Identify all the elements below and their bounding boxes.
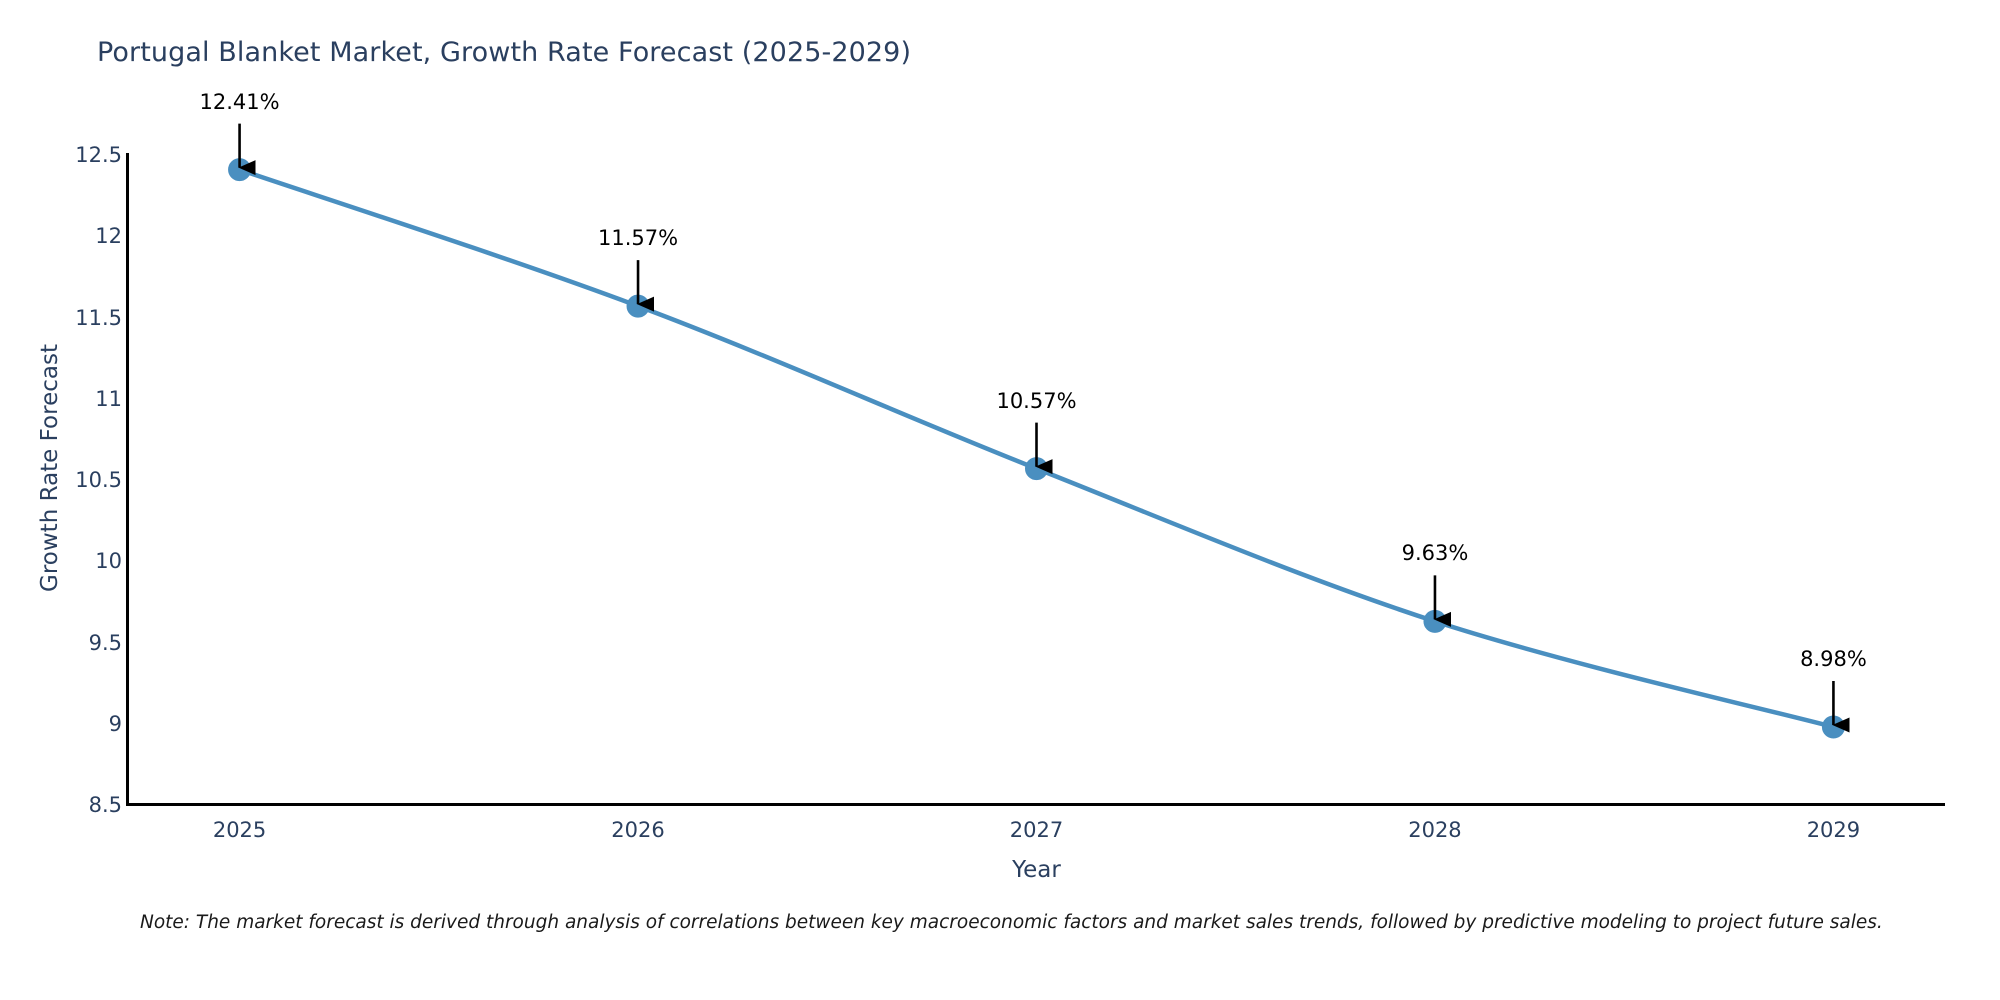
y-axis-tick-label: 12.5 [75, 143, 122, 167]
x-axis-tick-label: 2026 [611, 818, 665, 842]
y-axis-tick-label: 10 [95, 549, 122, 574]
data-point-annotation: 10.57% [996, 388, 1077, 413]
x-axis-line [126, 803, 1945, 806]
annotation-arrows [238, 123, 1850, 733]
y-axis-tick-label: 12 [95, 224, 122, 249]
y-axis-tick-label: 10.5 [75, 468, 122, 492]
data-point-annotation: 12.41% [199, 89, 280, 114]
x-axis-title: Year [1012, 857, 1061, 883]
data-point-annotation: 9.63% [1401, 541, 1469, 566]
x-axis-tick-label: 2025 [212, 818, 267, 842]
data-point-annotation: 8.98% [1800, 647, 1867, 671]
plot-area [128, 123, 1945, 805]
x-axis-tick-label: 2029 [1806, 818, 1861, 842]
y-axis-tick-label: 11.5 [75, 305, 122, 330]
y-axis-tick-labels: 8.5 9 9.5 10 10.5 11 11.5 12 12.5 [0, 0, 122, 1000]
x-axis-tick-label: 2028 [1408, 818, 1462, 842]
data-point-annotation: 11.57% [597, 226, 679, 251]
plot-svg [228, 123, 1850, 739]
y-axis-tick-label: 8.5 [88, 793, 122, 817]
y-axis-line [126, 153, 129, 806]
x-axis-tick-label: 2027 [1009, 818, 1064, 842]
footer-note: Note: The market forecast is derived thr… [140, 912, 1883, 933]
page-title: Portugal Blanket Market, Growth Rate For… [97, 37, 912, 68]
y-axis-tick-label: 9.5 [88, 630, 122, 655]
y-axis-tick-label: 9 [108, 711, 122, 736]
y-axis-tick-label: 11 [95, 386, 122, 411]
